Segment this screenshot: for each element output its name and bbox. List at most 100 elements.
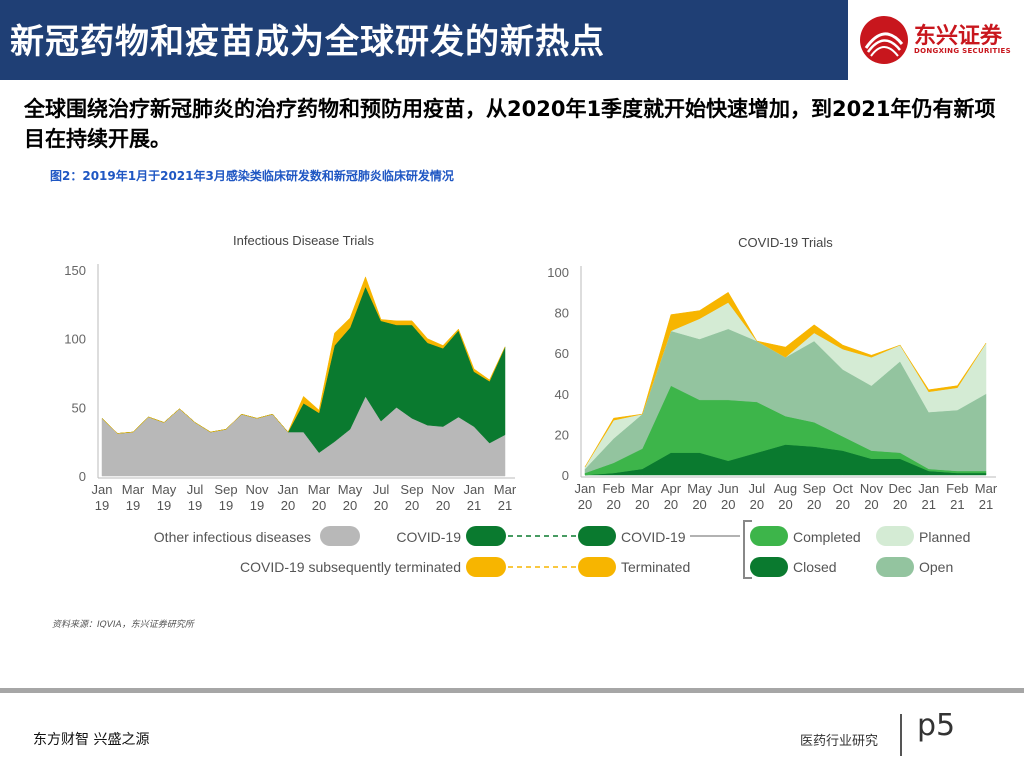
legend-swatch-other-infectious-diseases: [320, 526, 360, 546]
chart1-xtick-label: 19: [157, 498, 171, 513]
chart1-xtick-label: Sep: [400, 482, 423, 497]
chart1-area-covid-19-subsequently-terminated: [101, 276, 506, 434]
chart2-xtick-label: Mar: [975, 481, 998, 496]
chart1-xtick-label: May: [152, 482, 177, 497]
chart1-ytick-label: 0: [79, 469, 86, 484]
chart2-xtick-label: 20: [778, 497, 792, 512]
legend-label-covid19-terminated: COVID-19 subsequently terminated: [240, 559, 461, 575]
page-number: p5: [917, 708, 956, 743]
logo-mark-icon: [860, 16, 908, 64]
chart1-xtick-label: 20: [374, 498, 388, 513]
legend-swatch-covid19-terminated: [466, 557, 506, 577]
chart2-xtick-label: Sep: [803, 481, 826, 496]
chart2-xtick-label: 20: [664, 497, 678, 512]
chart2-xtick-label: 20: [692, 497, 706, 512]
logo-name: 东兴证券: [914, 24, 1003, 49]
chart-covid19-trials: COVID-19 Trials020406080100Jan20Feb20Mar…: [547, 235, 998, 512]
legend-swatch-covid19: [466, 526, 506, 546]
legend-swatch-completed: [750, 526, 788, 546]
chart2-xtick-label: Aug: [774, 481, 797, 496]
chart1-xtick-label: Jan: [464, 482, 485, 497]
legend-label-open: Open: [919, 559, 953, 575]
slide-title: 新冠药物和疫苗成为全球研发的新热点: [10, 22, 605, 62]
chart2-ytick-label: 40: [555, 387, 569, 402]
chart2-xtick-label: 20: [864, 497, 878, 512]
chart1-xtick-label: 19: [95, 498, 109, 513]
chart2-ytick-label: 0: [562, 468, 569, 483]
chart2-xtick-label: 20: [578, 497, 592, 512]
legend-label-planned: Planned: [919, 529, 970, 545]
chart1-xtick-label: 20: [281, 498, 295, 513]
chart2-xtick-label: 21: [950, 497, 964, 512]
chart1-xtick-label: Mar: [308, 482, 331, 497]
chart1-xtick-label: Nov: [431, 482, 455, 497]
chart2-ytick-label: 100: [547, 265, 569, 280]
chart2-xtick-label: Oct: [833, 481, 854, 496]
chart1-xtick-label: Mar: [494, 482, 517, 497]
chart1-xtick-label: 19: [126, 498, 140, 513]
chart2-xtick-label: Feb: [946, 481, 968, 496]
chart-infectious-disease-trials: Infectious Disease Trials050100150Jan19M…: [64, 233, 517, 513]
footer-divider: [0, 688, 1024, 693]
chart2-ytick-label: 60: [555, 346, 569, 361]
chart2-xtick-label: Dec: [889, 481, 913, 496]
chart2-xtick-label: 20: [750, 497, 764, 512]
chart1-xtick-label: 20: [405, 498, 419, 513]
chart2-xtick-label: Feb: [602, 481, 624, 496]
chart2-ytick-label: 80: [555, 306, 569, 321]
chart2-xtick-label: Jul: [749, 481, 766, 496]
footer-separator: [900, 714, 902, 756]
chart2-xtick-label: May: [687, 481, 712, 496]
chart1-xtick-label: 20: [343, 498, 357, 513]
legend-swatch-covid19-right: [578, 526, 616, 546]
chart1-xtick-label: May: [338, 482, 363, 497]
chart2-area-terminated: [584, 291, 987, 468]
legend-swatch-planned: [876, 526, 914, 546]
chart2-xtick-label: 21: [921, 497, 935, 512]
chart2-xtick-label: Jan: [918, 481, 939, 496]
chart2-xtick-label: 20: [721, 497, 735, 512]
chart1-xtick-label: 19: [188, 498, 202, 513]
chart1-xtick-label: Sep: [214, 482, 237, 497]
logo-name-en: DONGXING SECURITIES: [914, 47, 1011, 55]
company-logo: 东兴证券 DONGXING SECURITIES: [858, 12, 1018, 68]
chart1-xtick-label: Jan: [278, 482, 299, 497]
legend-label-terminated: Terminated: [621, 559, 690, 575]
lead-text: 全球围绕治疗新冠肺炎的治疗药物和预防用疫苗，从2020年1季度就开始快速增加，到…: [24, 97, 996, 151]
chart2-xtick-label: 21: [979, 497, 993, 512]
legend-swatch-closed: [750, 557, 788, 577]
chart1-xtick-label: Jul: [373, 482, 390, 497]
legend-label-completed: Completed: [793, 529, 861, 545]
chart1-title: Infectious Disease Trials: [233, 233, 374, 248]
chart2-xtick-label: 20: [635, 497, 649, 512]
chart1-xtick-label: 21: [498, 498, 512, 513]
chart1-xtick-label: 21: [467, 498, 481, 513]
chart1-xtick-label: Nov: [245, 482, 269, 497]
chart2-xtick-label: 20: [807, 497, 821, 512]
chart2-xtick-label: Jan: [575, 481, 596, 496]
legend-label-covid19: COVID-19: [396, 529, 461, 545]
figure-caption: 图2：2019年1月于2021年3月感染类临床研发数和新冠肺炎临床研发情况: [50, 169, 454, 183]
chart1-xtick-label: 19: [219, 498, 233, 513]
footer-slogan: 东方财智 兴盛之源: [33, 732, 150, 748]
legend-swatch-terminated: [578, 557, 616, 577]
chart1-xtick-label: 20: [436, 498, 450, 513]
footer-section: 医药行业研究: [800, 734, 879, 749]
chart2-xtick-label: 20: [606, 497, 620, 512]
source-note: 资料来源：IQVIA，东兴证券研究所: [52, 620, 194, 630]
chart2-xtick-label: Jun: [718, 481, 739, 496]
chart2-xtick-label: Nov: [860, 481, 884, 496]
title-bar: 新冠药物和疫苗成为全球研发的新热点: [0, 0, 848, 80]
legend-label-closed: Closed: [793, 559, 837, 575]
chart1-xtick-label: Jan: [92, 482, 113, 497]
chart2-xtick-label: Mar: [631, 481, 654, 496]
chart1-xtick-label: Jul: [187, 482, 204, 497]
chart2-xtick-label: 20: [893, 497, 907, 512]
legend-swatch-open: [876, 557, 914, 577]
chart1-xtick-label: Mar: [122, 482, 145, 497]
chart2-ytick-label: 20: [555, 427, 569, 442]
legend-bracket: [743, 520, 752, 579]
chart2-title: COVID-19 Trials: [738, 235, 833, 250]
chart2-xtick-label: Apr: [661, 481, 682, 496]
